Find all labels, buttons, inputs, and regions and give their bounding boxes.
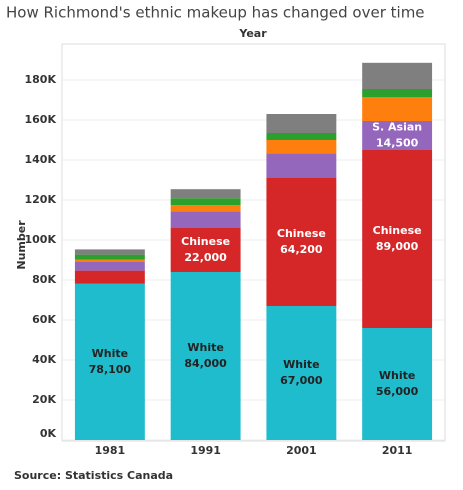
bar-segment [266,114,337,133]
source-note: Source: Statistics Canada [14,469,173,482]
x-tick-label: 1981 [95,444,126,457]
y-tick-label: 100K [25,233,57,246]
data-label: 78,100 [89,363,132,376]
bar-segment [266,140,337,154]
x-tick-label: 2001 [286,444,317,457]
segment-name-label: Chinese [373,224,422,237]
bar-segment [362,121,433,150]
bar-segment [74,261,145,271]
y-tick-label: 180K [25,73,57,86]
bar-segment [170,272,241,440]
data-label: 56,000 [376,385,419,398]
bar-segment [170,228,241,272]
bar-segment [362,328,433,440]
bar-segment [266,153,337,178]
x-axis-title: Year [238,27,267,40]
y-tick-label: 20K [32,393,56,406]
data-label: 14,500 [376,137,419,150]
x-tick-label: 2011 [382,444,413,457]
segment-name-label: Chinese [181,235,230,248]
data-label: 89,000 [376,240,419,253]
bar-segment [362,97,433,121]
y-tick-label: 160K [25,113,57,126]
y-tick-label: 0K [40,427,57,440]
bar-segment [170,205,241,212]
segment-name-label: S. Asian [372,121,422,134]
segment-name-label: White [283,358,319,371]
bar-segment [266,133,337,140]
bar-segment [266,177,337,306]
y-tick-label: 120K [25,193,57,206]
bar-segment [362,150,433,328]
data-label: 67,000 [280,374,323,387]
bar-segment [362,62,433,89]
plot-frame [61,43,446,442]
chart-title: How Richmond's ethnic makeup has changed… [6,4,425,22]
bar-segment [266,306,337,440]
segment-name-label: White [92,347,128,360]
bar-segment [362,89,433,97]
segment-name-label: Chinese [277,227,326,240]
bar-segment [170,198,241,206]
data-label: 84,000 [184,357,227,370]
bar-segment [74,249,145,255]
bar-segment [74,259,145,262]
data-label: 64,200 [280,243,323,256]
bar-segment [74,254,145,260]
bar-segment [170,211,241,228]
bar-segment [74,270,145,284]
bar-segment [170,189,241,199]
y-axis-title: Number [15,220,28,270]
segment-name-label: White [379,369,415,382]
y-tick-label: 80K [32,273,56,286]
x-tick-label: 1991 [190,444,221,457]
segment-name-label: White [187,341,223,354]
y-tick-label: 60K [32,313,56,326]
y-tick-label: 40K [32,353,56,366]
data-label: 22,000 [184,251,227,264]
bar-segment [74,283,145,440]
y-tick-label: 140K [25,153,57,166]
